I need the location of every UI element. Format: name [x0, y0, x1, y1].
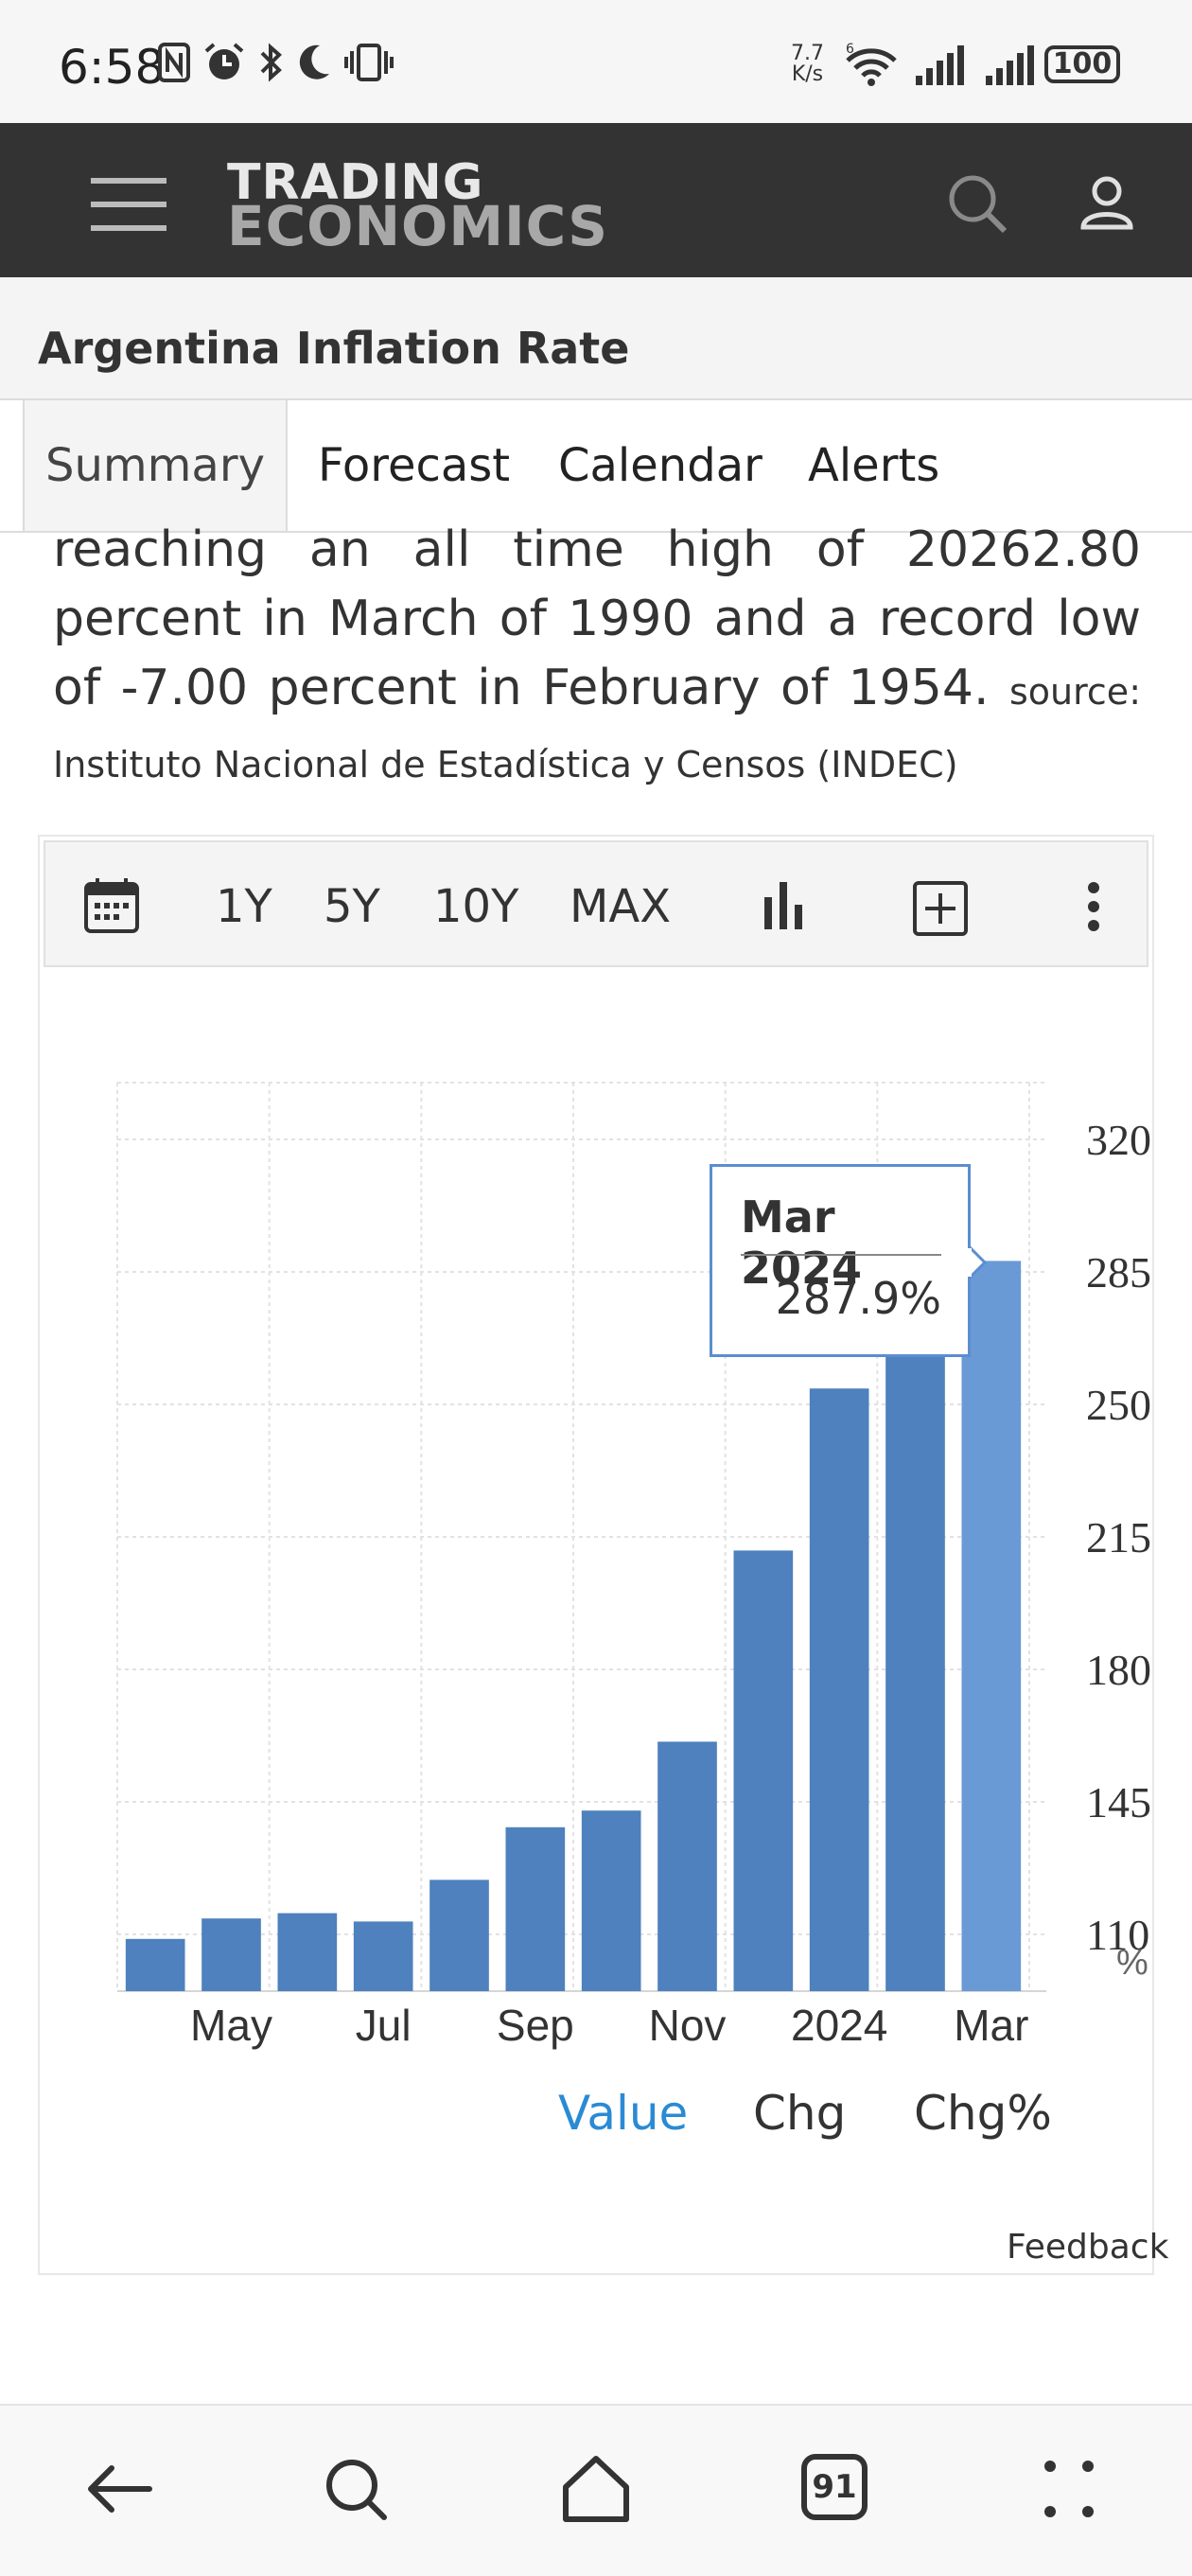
- wifi-label: 6: [846, 42, 854, 57]
- x-tick-label: May: [190, 2001, 272, 2050]
- y-axis-unit: %: [1116, 1943, 1148, 1983]
- x-tick-label: 2024: [791, 2001, 887, 2050]
- moon-icon: [299, 44, 329, 79]
- page-title: Argentina Inflation Rate: [38, 323, 630, 374]
- chart-bar[interactable]: [657, 1741, 717, 1991]
- search-icon[interactable]: [946, 172, 1008, 235]
- range-max-button[interactable]: MAX: [570, 880, 672, 933]
- tab-forecast[interactable]: Forecast: [318, 439, 511, 492]
- chart-bar[interactable]: [353, 1921, 413, 1991]
- tab-bar: Summary Forecast Calendar Alerts: [0, 400, 1192, 533]
- y-tick-label: 110: [1086, 1911, 1149, 1959]
- tooltip-title: Mar 2024: [741, 1191, 863, 1294]
- y-tick-label: 285: [1086, 1248, 1151, 1297]
- description-body: reaching an all time high of 20262.80 pe…: [53, 521, 1141, 716]
- title-bar: Argentina Inflation Rate: [0, 277, 1192, 400]
- app-header: TRADING ECONOMICS: [0, 123, 1192, 277]
- network-speed-value: 7.7: [791, 42, 824, 65]
- source-citation: source: Instituto Nacional de Estadístic…: [53, 671, 1141, 785]
- battery-indicator: 100: [1044, 45, 1120, 83]
- nfc-icon: [158, 43, 190, 82]
- x-tick-label: Sep: [497, 2001, 574, 2050]
- x-tick-label: Nov: [649, 2001, 727, 2050]
- tooltip-value: 287.9%: [775, 1273, 941, 1324]
- menu-icon[interactable]: [91, 176, 167, 233]
- y-tick-label: 250: [1086, 1381, 1151, 1429]
- more-icon[interactable]: [1041, 2453, 1097, 2525]
- status-time: 6:58: [59, 40, 166, 95]
- chart-bar[interactable]: [885, 1305, 945, 1991]
- wifi-icon: 6: [846, 42, 897, 86]
- y-axis-ticks: 110 145 180 215 250 285 320: [1086, 1116, 1151, 1959]
- chart-bar[interactable]: [733, 1550, 794, 1991]
- chart-bar[interactable]: [277, 1913, 338, 1991]
- more-vertical-icon[interactable]: [1084, 880, 1103, 933]
- tabs-icon-frame: [801, 2454, 868, 2520]
- range-10y-button[interactable]: 10Y: [433, 880, 519, 933]
- mode-value-button[interactable]: Value: [558, 2086, 689, 2141]
- y-tick-label: 215: [1086, 1513, 1151, 1561]
- tab-alerts[interactable]: Alerts: [808, 439, 940, 492]
- chart-bar[interactable]: [429, 1879, 489, 1991]
- trading-economics-logo[interactable]: TRADING ECONOMICS: [227, 154, 609, 258]
- tabs-icon[interactable]: 91: [800, 2453, 868, 2521]
- back-arrow-icon[interactable]: [83, 2453, 155, 2525]
- x-tick-label: Mar: [954, 2001, 1028, 2050]
- tab-summary[interactable]: Summary: [23, 400, 288, 531]
- bluetooth-icon: [260, 43, 282, 82]
- range-1y-button[interactable]: 1Y: [216, 880, 272, 933]
- chart-toolbar: 1Y 5Y 10Y MAX: [44, 840, 1148, 967]
- chart-tooltip: Mar 2024 287.9%: [710, 1164, 971, 1357]
- bar-chart-icon[interactable]: [763, 880, 806, 931]
- range-5y-button[interactable]: 5Y: [324, 880, 380, 933]
- feedback-link[interactable]: Feedback: [1007, 2228, 1169, 2267]
- signal-icon: [986, 45, 1034, 85]
- x-tick-label: Jul: [356, 2001, 412, 2050]
- search-icon[interactable]: [320, 2453, 392, 2525]
- tab-calendar[interactable]: Calendar: [558, 439, 763, 492]
- mode-chg-button[interactable]: Chg: [753, 2086, 847, 2141]
- vibrate-icon: [344, 44, 394, 81]
- logo-line2: ECONOMICS: [227, 194, 609, 258]
- browser-bottom-nav: 91: [0, 2404, 1192, 2576]
- chart-bar[interactable]: [125, 1938, 185, 1991]
- alarm-icon: [204, 43, 244, 79]
- chart-bar[interactable]: [202, 1918, 261, 1991]
- chart-card: 1Y 5Y 10Y MAX 110 145 180 215 250 285 320 May J…: [38, 835, 1168, 2275]
- y-tick-label: 145: [1086, 1778, 1151, 1826]
- network-speed: 7.7 K/s: [791, 44, 824, 85]
- y-tick-label: 320: [1086, 1116, 1151, 1164]
- x-axis-ticks: May Jul Sep Nov 2024 Mar: [190, 2001, 1028, 2050]
- description-text: reaching an all time high of 20262.80 pe…: [53, 516, 1141, 800]
- tabs-count: 91: [812, 2468, 857, 2506]
- logo-line1: TRADING: [227, 154, 484, 211]
- add-box-icon[interactable]: [912, 880, 969, 937]
- chart-bar[interactable]: [809, 1388, 869, 1991]
- tooltip-pointer: [968, 1245, 987, 1279]
- chart-bars: [125, 1261, 1022, 1991]
- chart-bar[interactable]: [581, 1810, 641, 1991]
- mode-chg-percent-button[interactable]: Chg%: [914, 2086, 1052, 2141]
- user-icon[interactable]: [1078, 174, 1135, 231]
- chart-bar[interactable]: [961, 1261, 1022, 1991]
- signal-icon: [916, 45, 964, 85]
- home-icon[interactable]: [558, 2453, 634, 2525]
- chart-bar[interactable]: [505, 1826, 566, 1991]
- calendar-icon[interactable]: [83, 876, 140, 935]
- network-speed-unit: K/s: [791, 62, 824, 86]
- status-bar: 6:58 7.7 K/s 6 100: [0, 0, 1192, 123]
- tooltip-divider: [741, 1254, 941, 1256]
- y-tick-label: 180: [1086, 1646, 1151, 1694]
